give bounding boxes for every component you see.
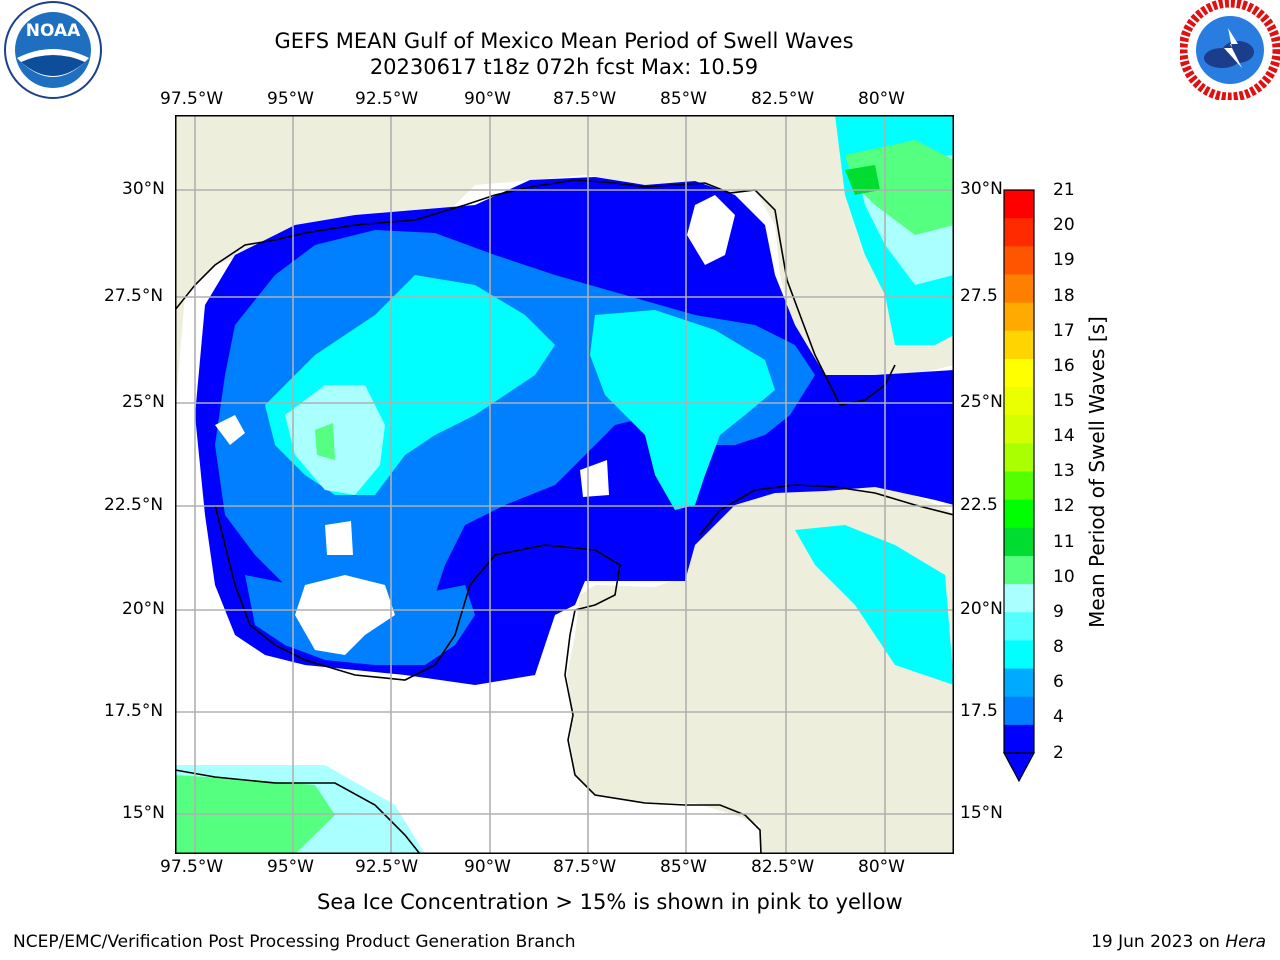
lon-tick-bottom: 82.5°W bbox=[751, 857, 815, 877]
colorbar-swatch bbox=[1004, 555, 1034, 585]
swell-band-10-11 bbox=[845, 165, 880, 195]
footer-date-text: 19 Jun 2023 on bbox=[1091, 932, 1226, 952]
colorbar-frame bbox=[1003, 189, 1035, 754]
colorbar-tick: 6 bbox=[1053, 672, 1064, 692]
lat-tick-right: 22.5 bbox=[960, 495, 998, 515]
colorbar-tick: 21 bbox=[1053, 180, 1075, 200]
colorbar-tick: 15 bbox=[1053, 391, 1075, 411]
colorbar-swatch bbox=[1004, 218, 1034, 247]
colorbar-swatch bbox=[1004, 527, 1034, 557]
colorbar-swatch bbox=[1004, 274, 1034, 304]
noaa-logo-text: NOAA bbox=[26, 21, 81, 41]
coastline-central-america bbox=[175, 769, 421, 854]
lon-tick-top: 82.5°W bbox=[751, 89, 815, 109]
colorbar-tick: 17 bbox=[1053, 321, 1075, 341]
noaa-logo: NOAA bbox=[4, 1, 102, 99]
colorbar-swatch bbox=[1004, 640, 1034, 670]
swell-period-map bbox=[175, 115, 954, 854]
swell-band-6-8-central bbox=[590, 310, 775, 510]
lon-tick-top: 95°W bbox=[267, 89, 314, 109]
colorbar-tick: 10 bbox=[1053, 567, 1075, 587]
footer-host: Hera bbox=[1225, 932, 1266, 952]
colorbar-tick: 14 bbox=[1053, 426, 1075, 446]
map-frame bbox=[175, 115, 954, 854]
colorbar-swatch bbox=[1004, 612, 1034, 641]
lat-tick-left: 20°N bbox=[122, 599, 165, 619]
lat-tick-left: 27.5°N bbox=[104, 286, 164, 306]
colorbar-swatch bbox=[1004, 387, 1034, 416]
colorbar-swatch bbox=[1004, 724, 1034, 754]
swell-band-8-9-west bbox=[285, 385, 385, 495]
colorbar-tick: 16 bbox=[1053, 356, 1075, 376]
lon-tick-top: 85°W bbox=[660, 89, 707, 109]
colorbar-swatch bbox=[1004, 584, 1034, 613]
colorbar-swatches bbox=[1004, 190, 1034, 754]
lat-tick-right: 15°N bbox=[960, 803, 1003, 823]
colorbar-swatch bbox=[1004, 246, 1034, 275]
sea-ice-note: Sea Ice Concentration > 15% is shown in … bbox=[317, 890, 903, 914]
colorbar-swatch bbox=[1004, 696, 1034, 726]
lat-tick-left: 22.5°N bbox=[104, 495, 164, 515]
colorbar-tick: 11 bbox=[1053, 532, 1075, 552]
lat-tick-right: 27.5 bbox=[960, 286, 998, 306]
colorbar-extend-min bbox=[1002, 752, 1036, 783]
footer-branch: NCEP/EMC/Verification Post Processing Pr… bbox=[13, 932, 576, 952]
colorbar-swatch bbox=[1004, 302, 1034, 332]
colorbar bbox=[1002, 189, 1036, 783]
map-title: GEFS MEAN Gulf of Mexico Mean Period of … bbox=[274, 29, 854, 53]
colorbar-tick: 4 bbox=[1053, 707, 1064, 727]
lon-tick-bottom: 85°W bbox=[660, 857, 707, 877]
lon-tick-bottom: 92.5°W bbox=[355, 857, 419, 877]
colorbar-tick: 19 bbox=[1053, 250, 1075, 270]
lon-tick-bottom: 87.5°W bbox=[553, 857, 617, 877]
lon-tick-top: 80°W bbox=[858, 89, 905, 109]
lat-tick-right: 20°N bbox=[960, 599, 1003, 619]
footer-date: 19 Jun 2023 on Hera bbox=[1091, 932, 1266, 952]
colorbar-tick: 13 bbox=[1053, 461, 1075, 481]
colorbar-tick: 2 bbox=[1053, 743, 1064, 763]
lon-tick-bottom: 80°W bbox=[858, 857, 905, 877]
lat-tick-right: 25°N bbox=[960, 392, 1003, 412]
no-data-gap bbox=[215, 195, 735, 655]
map-subtitle: 20230617 t18z 072h fcst Max: 10.59 bbox=[369, 55, 759, 79]
lon-tick-top: 97.5°W bbox=[160, 89, 224, 109]
colorbar-swatch bbox=[1004, 358, 1034, 388]
colorbar-swatch bbox=[1004, 443, 1034, 472]
colorbar-swatch bbox=[1004, 471, 1034, 501]
colorbar-swatch bbox=[1004, 499, 1034, 529]
lat-tick-left: 15°N bbox=[122, 803, 165, 823]
coastline-yucatan bbox=[214, 504, 762, 854]
coastline-gulf bbox=[175, 179, 896, 406]
colorbar-swatch bbox=[1004, 415, 1034, 444]
colorbar-tick: 20 bbox=[1053, 215, 1075, 235]
lon-tick-bottom: 90°W bbox=[464, 857, 511, 877]
colorbar-swatch bbox=[1004, 330, 1034, 360]
lat-tick-left: 30°N bbox=[122, 179, 165, 199]
colorbar-swatch bbox=[1004, 190, 1034, 219]
lon-tick-top: 90°W bbox=[464, 89, 511, 109]
lat-tick-right: 30°N bbox=[960, 179, 1003, 199]
lon-tick-bottom: 97.5°W bbox=[160, 857, 224, 877]
lon-tick-top: 92.5°W bbox=[355, 89, 419, 109]
colorbar-tick: 12 bbox=[1053, 496, 1075, 516]
colorbar-tick: 8 bbox=[1053, 637, 1064, 657]
colorbar-label: Mean Period of Swell Waves [s] bbox=[1085, 316, 1109, 628]
colorbar-swatch bbox=[1004, 668, 1034, 698]
lat-tick-left: 25°N bbox=[122, 392, 165, 412]
swell-band-9-10-east bbox=[845, 140, 954, 235]
lon-tick-top: 87.5°W bbox=[553, 89, 617, 109]
map-gridlines bbox=[175, 115, 954, 854]
lat-tick-left: 17.5°N bbox=[104, 701, 164, 721]
lon-tick-bottom: 95°W bbox=[267, 857, 314, 877]
colorbar-tick: 9 bbox=[1053, 602, 1064, 622]
swell-band-6-8-caribbean bbox=[795, 525, 954, 685]
colorbar-tick: 18 bbox=[1053, 286, 1075, 306]
nws-logo bbox=[1180, 0, 1280, 100]
lat-tick-right: 17.5 bbox=[960, 701, 998, 721]
swell-band-9-10-west bbox=[315, 423, 335, 460]
